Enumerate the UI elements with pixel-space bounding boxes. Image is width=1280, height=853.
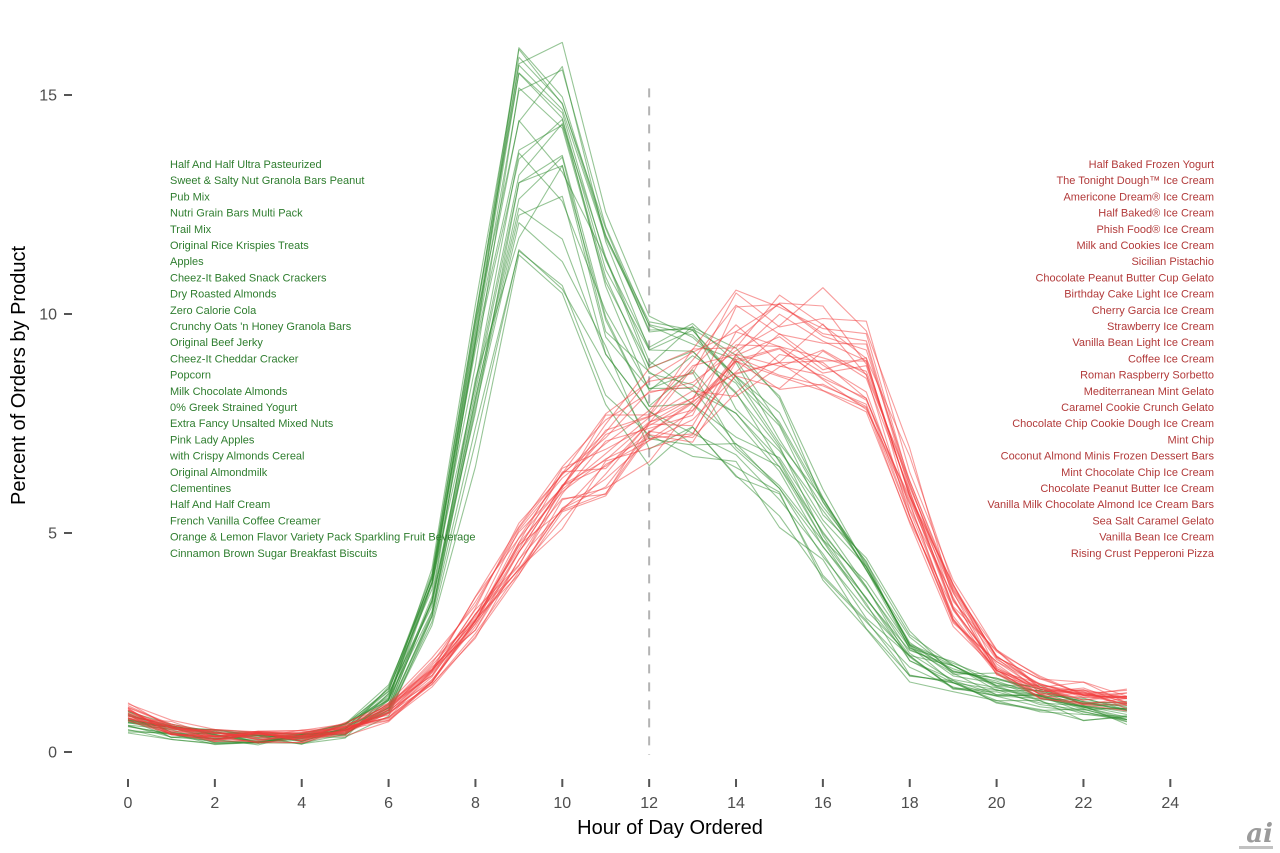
x-axis-title: Hour of Day Ordered (577, 817, 763, 839)
product-label-morning: Pink Lady Apples (170, 434, 255, 446)
product-label-evening: Caramel Cookie Crunch Gelato (1061, 402, 1214, 414)
product-label-evening: Mint Chocolate Chip Ice Cream (1061, 467, 1214, 479)
series-line-evening (127, 313, 1127, 740)
product-label-evening: Chocolate Peanut Butter Cup Gelato (1035, 272, 1214, 284)
product-label-morning: Cinnamon Brown Sugar Breakfast Biscuits (170, 548, 378, 560)
ai-logo-text: ai (1246, 818, 1273, 849)
product-label-morning: Clementines (170, 483, 232, 495)
product-label-morning: Original Beef Jerky (170, 337, 263, 349)
product-label-morning: Orange & Lemon Flavor Variety Pack Spark… (170, 532, 476, 544)
x-tick-label: 20 (988, 795, 1006, 812)
product-label-evening: Mint Chip (1168, 434, 1214, 446)
y-tick-label: 10 (39, 307, 57, 324)
series-line-evening (127, 348, 1128, 741)
product-label-morning: Dry Roasted Almonds (170, 289, 277, 301)
product-label-morning: Trail Mix (170, 224, 212, 236)
x-tick-label: 0 (124, 795, 133, 812)
series-line-evening (127, 362, 1128, 742)
series-line-evening (127, 289, 1127, 739)
product-label-evening: Americone Dream® Ice Cream (1063, 191, 1214, 203)
product-label-morning: Half And Half Cream (170, 499, 270, 511)
x-tick-label: 2 (210, 795, 219, 812)
x-tick-label: 8 (471, 795, 480, 812)
product-label-morning: Popcorn (170, 370, 211, 382)
x-tick-label: 4 (297, 795, 306, 812)
product-label-morning: French Vanilla Coffee Creamer (170, 515, 321, 527)
x-tick-label: 16 (814, 795, 832, 812)
product-label-evening: Sea Salt Caramel Gelato (1092, 515, 1214, 527)
product-label-morning: Cheez-It Cheddar Cracker (170, 353, 299, 365)
ai-logo: ai (1239, 818, 1273, 849)
product-label-morning: Crunchy Oats 'n Honey Granola Bars (170, 321, 352, 333)
product-label-evening: Vanilla Milk Chocolate Almond Ice Cream … (987, 499, 1214, 511)
x-tick-label: 22 (1075, 795, 1093, 812)
product-label-morning: Pub Mix (170, 191, 210, 203)
product-label-morning: Apples (170, 256, 204, 268)
y-axis-title: Percent of Orders by Product (8, 245, 30, 505)
product-label-morning: Zero Calorie Cola (170, 305, 257, 317)
product-label-evening: Mediterranean Mint Gelato (1084, 386, 1214, 398)
product-label-evening: Vanilla Bean Ice Cream (1099, 532, 1214, 544)
x-tick-label: 10 (553, 795, 571, 812)
series-line-evening (127, 360, 1127, 738)
product-label-evening: Chocolate Peanut Butter Ice Cream (1040, 483, 1214, 495)
x-tick-label: 18 (901, 795, 919, 812)
x-tick-label: 24 (1161, 795, 1179, 812)
product-label-morning: Original Almondmilk (170, 467, 268, 479)
y-tick-label: 15 (39, 88, 57, 105)
product-label-evening: Half Baked® Ice Cream (1098, 208, 1214, 220)
product-label-evening: Roman Raspberry Sorbetto (1080, 370, 1214, 382)
product-label-evening: Rising Crust Pepperoni Pizza (1071, 548, 1215, 560)
product-label-evening: Phish Food® Ice Cream (1096, 224, 1214, 236)
product-label-evening: Milk and Cookies Ice Cream (1076, 240, 1214, 252)
series-line-evening (127, 304, 1127, 737)
series-line-evening (127, 331, 1128, 744)
x-tick-label: 12 (640, 795, 658, 812)
product-label-morning: Nutri Grain Bars Multi Pack (170, 208, 303, 220)
product-label-evening: Cherry Garcia Ice Cream (1092, 305, 1214, 317)
product-label-evening: The Tonight Dough™ Ice Cream (1056, 175, 1214, 187)
product-label-morning: Sweet & Salty Nut Granola Bars Peanut (170, 175, 364, 187)
product-label-morning: Half And Half Ultra Pasteurized (170, 159, 322, 171)
product-label-evening: Vanilla Bean Light Ice Cream (1072, 337, 1214, 349)
product-label-evening: Coffee Ice Cream (1128, 353, 1214, 365)
product-label-evening: Strawberry Ice Cream (1107, 321, 1214, 333)
x-tick-label: 6 (384, 795, 393, 812)
product-label-morning: Cheez-It Baked Snack Crackers (170, 272, 327, 284)
product-label-evening: Coconut Almond Minis Frozen Dessert Bars (1001, 451, 1215, 463)
product-label-morning: 0% Greek Strained Yogurt (170, 402, 297, 414)
product-label-morning: Original Rice Krispies Treats (170, 240, 309, 252)
ai-logo-subtext-bar (1239, 846, 1273, 849)
product-label-evening: Half Baked Frozen Yogurt (1089, 159, 1214, 171)
product-label-evening: Chocolate Chip Cookie Dough Ice Cream (1012, 418, 1214, 430)
y-tick-label: 0 (48, 745, 57, 762)
product-label-evening: Sicilian Pistachio (1131, 256, 1214, 268)
product-label-morning: with Crispy Almonds Cereal (169, 451, 305, 463)
product-label-morning: Milk Chocolate Almonds (170, 386, 288, 398)
x-tick-label: 14 (727, 795, 745, 812)
y-tick-label: 5 (48, 526, 57, 543)
product-label-evening: Birthday Cake Light Ice Cream (1064, 289, 1214, 301)
product-label-morning: Extra Fancy Unsalted Mixed Nuts (170, 418, 334, 430)
series-line-morning (127, 222, 1128, 746)
